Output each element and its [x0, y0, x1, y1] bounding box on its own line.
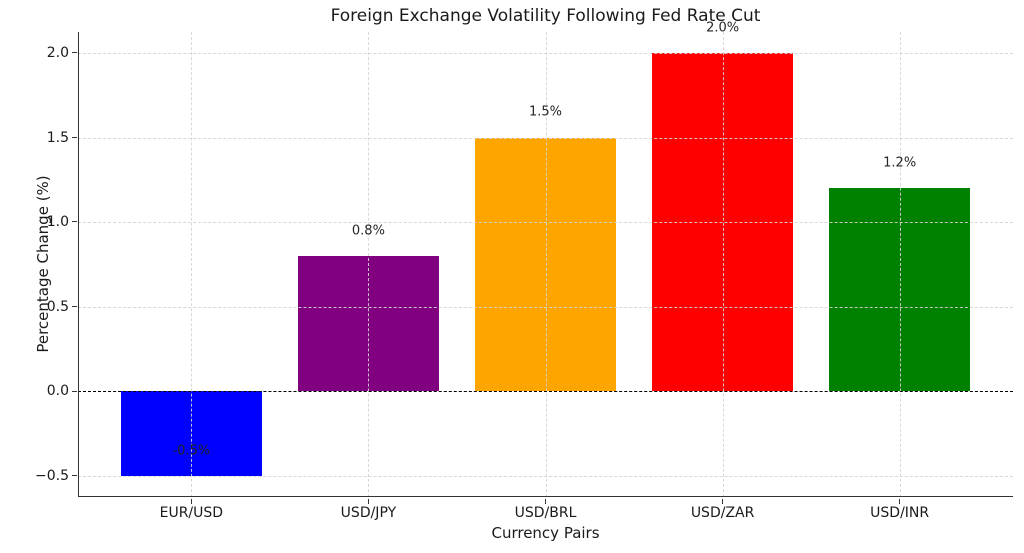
grid-line-vertical: [722, 32, 724, 497]
bar-value-label: -0.5%: [172, 443, 211, 458]
x-tick-mark: [190, 498, 192, 504]
x-tick-label: USD/INR: [870, 505, 930, 521]
y-tick-label: 1.0: [46, 214, 69, 231]
y-tick-mark: [71, 52, 77, 54]
y-tick-mark: [71, 306, 77, 308]
y-tick-label: 2.0: [46, 45, 69, 62]
grid-line-vertical: [191, 32, 193, 497]
x-tick-mark: [544, 498, 546, 504]
x-tick-mark: [367, 498, 369, 504]
bar-value-label: 2.0%: [706, 20, 740, 36]
grid-line-vertical: [899, 32, 901, 497]
x-tick-label: USD/ZAR: [690, 505, 755, 521]
bar-value-label: 1.5%: [528, 104, 563, 120]
y-tick-label: 0.5: [46, 298, 69, 315]
y-axis-label: Percentage Change (%): [34, 175, 52, 353]
bar-value-label: 0.8%: [351, 223, 385, 239]
y-tick-mark: [71, 221, 77, 223]
y-tick-label: −0.5: [35, 467, 69, 484]
bar-value-label: 1.2%: [883, 155, 917, 171]
y-tick-mark: [71, 390, 77, 392]
grid-line-vertical: [368, 32, 370, 497]
x-tick-label: EUR/USD: [159, 505, 224, 521]
y-tick-label: 1.5: [46, 129, 69, 146]
x-tick-mark: [721, 498, 723, 504]
x-tick-label: USD/JPY: [340, 505, 397, 521]
plot-area: 2.0 1.5 1.0 0.5 0.0 −0.5 EUR/USD USD/JPY USD/BRL…: [35, 20, 1013, 521]
x-axis-label: Currency Pairs: [491, 524, 600, 542]
chart-title: Foreign Exchange Volatility Following Fe…: [330, 6, 761, 26]
x-tick-mark: [898, 498, 900, 504]
y-tick-mark: [71, 475, 77, 477]
zero-line: [78, 391, 1013, 393]
y-tick-label: 0.0: [46, 383, 69, 400]
y-tick-mark: [71, 136, 77, 138]
grid-line-vertical: [545, 32, 547, 497]
x-tick-label: USD/BRL: [514, 505, 577, 521]
bar-usd-brl: [474, 137, 617, 392]
